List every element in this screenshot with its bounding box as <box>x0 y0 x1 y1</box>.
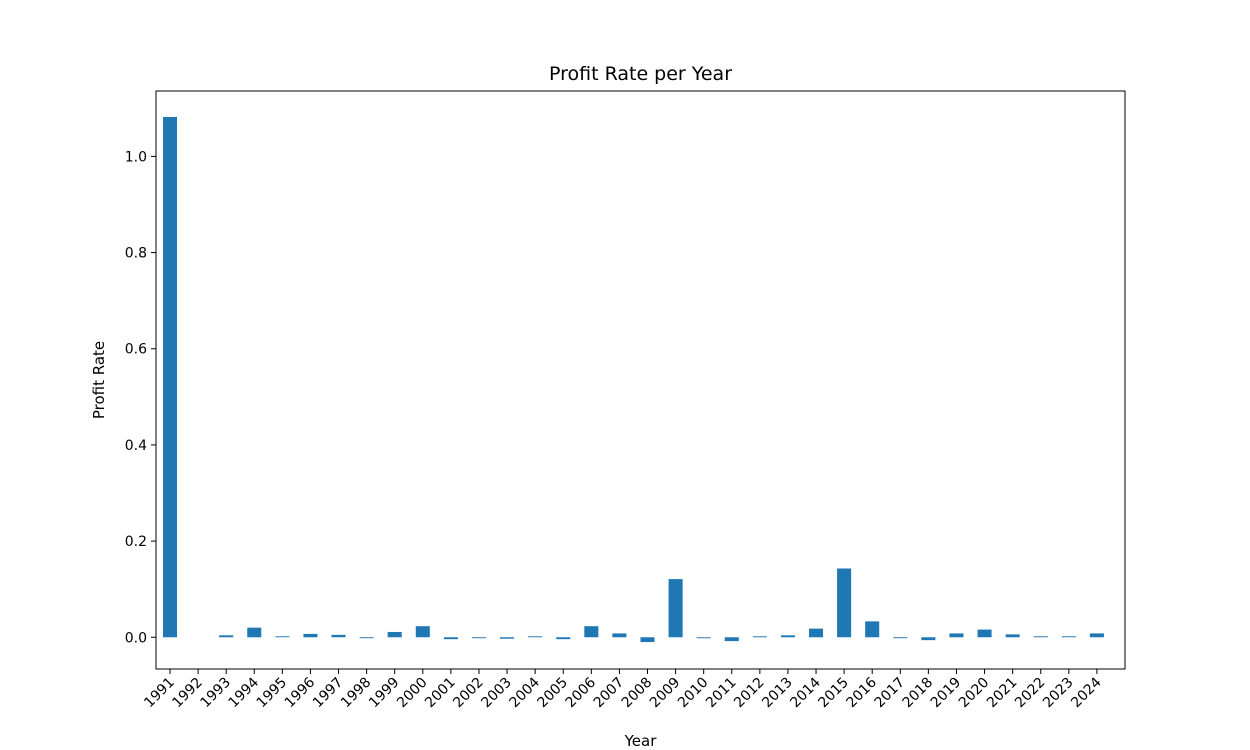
x-tick-label: 2019 <box>928 675 965 712</box>
bar-2004 <box>528 636 543 638</box>
x-tick-label: 1998 <box>338 675 375 712</box>
x-tick-label: 2017 <box>872 675 909 712</box>
y-tick-label: 0.8 <box>125 246 147 262</box>
bar-2005 <box>556 637 571 640</box>
bar-2007 <box>612 633 627 638</box>
bar-2019 <box>949 633 964 638</box>
x-tick-label: 1993 <box>197 675 234 712</box>
bar-2020 <box>977 629 992 638</box>
bar-2011 <box>724 637 739 642</box>
x-tick-label: 2015 <box>815 675 852 712</box>
x-tick-label: 2012 <box>731 675 768 712</box>
x-tick-label: 2016 <box>844 674 881 711</box>
bar-2023 <box>1061 636 1076 638</box>
bar-1997 <box>331 634 346 638</box>
x-tick-label: 2022 <box>1012 675 1049 712</box>
bar-2022 <box>1033 636 1048 638</box>
x-tick-label: 2023 <box>1040 675 1077 712</box>
x-tick-label: 2002 <box>450 675 487 712</box>
x-tick-label: 1995 <box>254 675 291 712</box>
x-tick-label: 2001 <box>422 675 459 712</box>
x-tick-label: 2005 <box>535 675 572 712</box>
x-tick-label: 1991 <box>141 675 178 712</box>
y-tick-label: 0.0 <box>125 630 147 646</box>
x-tick-label: 1994 <box>226 674 263 711</box>
bar-2013 <box>780 635 795 638</box>
bar-1996 <box>303 633 318 638</box>
bar-2015 <box>837 568 852 638</box>
bar-2012 <box>752 636 767 638</box>
bar-2021 <box>1005 634 1020 638</box>
x-tick-label: 2018 <box>900 675 937 712</box>
x-tick-label: 1992 <box>169 675 206 712</box>
bar-2009 <box>668 579 683 638</box>
x-tick-label: 2007 <box>591 675 628 712</box>
x-tick-label: 2003 <box>478 675 515 712</box>
x-tick-label: 2004 <box>506 674 543 711</box>
bars-group <box>162 116 1104 643</box>
x-axis: 1991199219931994199519961997199819992000… <box>141 669 1105 712</box>
bar-2017 <box>893 637 908 639</box>
bar-1999 <box>387 631 402 638</box>
x-tick-label: 1996 <box>282 674 319 711</box>
x-tick-label: 2006 <box>563 674 600 711</box>
y-tick-label: 0.2 <box>125 534 147 550</box>
x-tick-label: 2020 <box>956 675 993 712</box>
x-tick-label: 2014 <box>787 674 824 711</box>
x-tick-label: 2021 <box>984 675 1021 712</box>
chart-title: Profit Rate per Year <box>549 63 732 85</box>
bar-2006 <box>584 626 599 638</box>
bar-1991 <box>162 116 178 638</box>
bar-2018 <box>921 637 936 641</box>
bar-2014 <box>809 628 824 638</box>
bar-2016 <box>865 621 880 638</box>
bar-2001 <box>443 637 458 640</box>
y-tick-label: 1.0 <box>125 149 147 165</box>
bar-1993 <box>219 635 234 638</box>
y-tick-label: 0.6 <box>125 342 147 358</box>
bar-2024 <box>1089 633 1104 638</box>
x-tick-label: 2000 <box>394 675 431 712</box>
x-tick-label: 2011 <box>703 675 740 712</box>
y-tick-label: 0.4 <box>125 438 147 454</box>
bar-1998 <box>359 637 374 639</box>
bar-2000 <box>415 626 430 638</box>
x-tick-label: 2009 <box>647 675 684 712</box>
x-tick-label: 2008 <box>619 675 656 712</box>
y-axis: 0.0 0.2 0.4 0.6 0.8 1.0 <box>125 149 156 646</box>
y-axis-label: Profit Rate <box>90 341 108 419</box>
bar-2010 <box>696 637 711 639</box>
plot-frame <box>155 90 1126 670</box>
x-tick-label: 1997 <box>310 675 347 712</box>
x-tick-label: 1999 <box>366 675 403 712</box>
bar-2002 <box>471 637 486 639</box>
bar-2003 <box>500 637 515 639</box>
x-axis-label: Year <box>624 732 658 750</box>
x-tick-label: 2013 <box>759 675 796 712</box>
bar-1994 <box>247 627 262 638</box>
bar-1995 <box>275 636 290 638</box>
bar-2008 <box>640 637 655 643</box>
x-tick-label: 2010 <box>675 675 712 712</box>
x-tick-label: 2024 <box>1068 674 1105 711</box>
